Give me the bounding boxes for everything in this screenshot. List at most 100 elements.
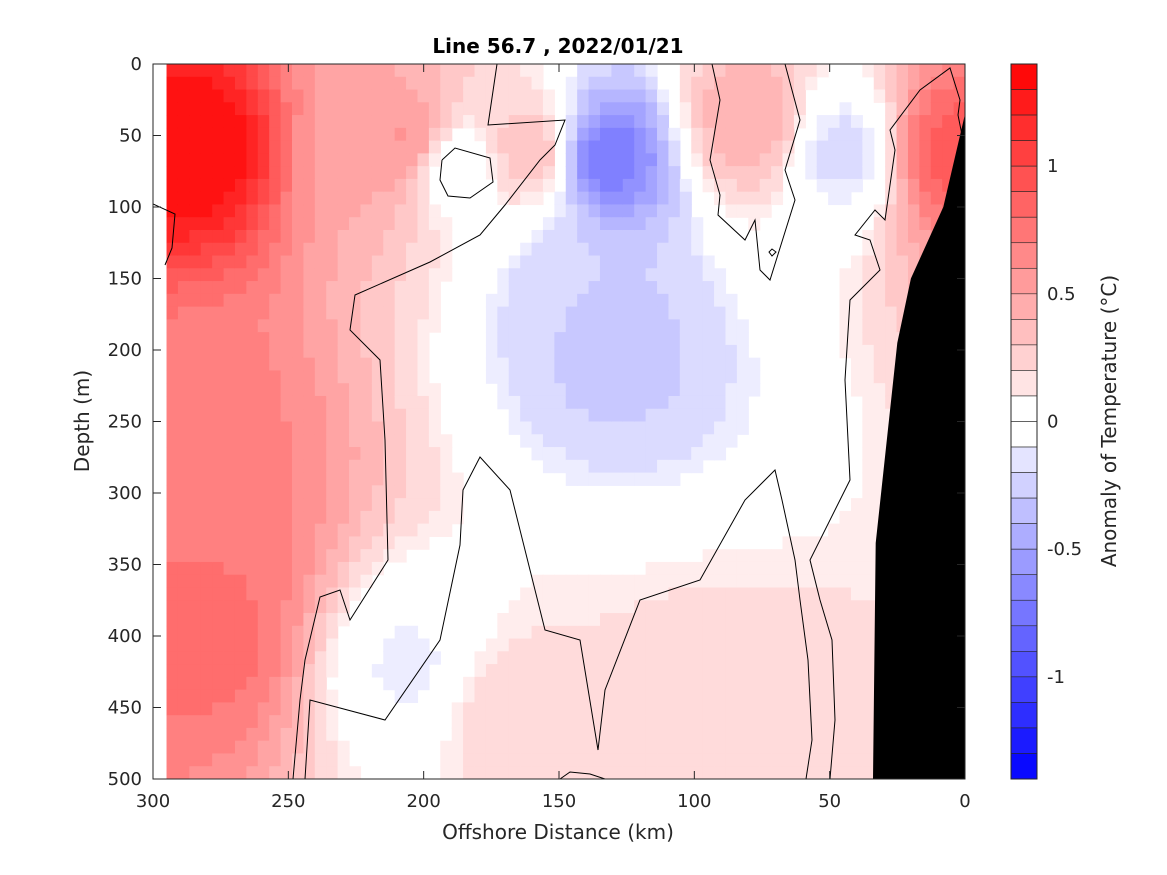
field-cell bbox=[269, 153, 282, 167]
field-cell bbox=[269, 115, 282, 129]
field-cell bbox=[805, 638, 818, 652]
colorbar-band bbox=[1010, 114, 1038, 141]
field-cell bbox=[771, 651, 784, 665]
field-cell bbox=[839, 702, 852, 716]
field-cell bbox=[428, 140, 441, 154]
field-cell bbox=[485, 140, 498, 154]
field-cell bbox=[200, 89, 213, 103]
field-cell bbox=[349, 344, 362, 359]
field-cell bbox=[212, 332, 225, 346]
field-cell bbox=[234, 651, 247, 665]
field-cell bbox=[360, 447, 373, 461]
field-cell bbox=[394, 344, 407, 359]
field-cell bbox=[782, 727, 795, 742]
field-cell bbox=[782, 676, 795, 691]
field-cell bbox=[748, 702, 761, 716]
field-cell bbox=[714, 664, 727, 678]
field-cell bbox=[234, 447, 247, 461]
field-cell bbox=[428, 281, 441, 295]
field-cell bbox=[451, 715, 464, 729]
field-cell bbox=[177, 319, 190, 333]
field-cell bbox=[599, 166, 612, 180]
field-cell bbox=[828, 549, 841, 563]
field-cell bbox=[531, 625, 544, 640]
field-cell bbox=[280, 242, 293, 257]
field-cell bbox=[520, 255, 533, 269]
field-cell bbox=[736, 395, 749, 410]
field-cell bbox=[428, 434, 441, 448]
field-cell bbox=[485, 102, 498, 116]
field-cell bbox=[645, 153, 658, 167]
field-cell bbox=[634, 344, 647, 359]
field-cell bbox=[885, 217, 898, 231]
field-cell bbox=[520, 625, 533, 640]
field-cell bbox=[862, 510, 875, 525]
field-cell bbox=[371, 523, 384, 538]
field-cell bbox=[759, 89, 772, 103]
field-cell bbox=[189, 370, 202, 384]
field-cell bbox=[269, 217, 282, 231]
field-cell bbox=[177, 510, 190, 525]
field-cell bbox=[542, 166, 555, 180]
field-cell bbox=[668, 229, 681, 244]
field-cell bbox=[269, 140, 282, 154]
field-cell bbox=[657, 153, 670, 167]
field-cell bbox=[166, 370, 179, 384]
field-cell bbox=[246, 115, 259, 129]
field-cell bbox=[303, 523, 316, 538]
field-cell bbox=[314, 625, 327, 640]
field-cell bbox=[269, 102, 282, 116]
field-cell bbox=[326, 408, 339, 423]
field-cell bbox=[622, 153, 635, 167]
field-cell bbox=[542, 255, 555, 269]
colorbar-band bbox=[1010, 421, 1038, 448]
field-cell bbox=[360, 498, 373, 512]
field-cell bbox=[930, 102, 943, 116]
field-cell bbox=[269, 472, 282, 486]
field-cell bbox=[269, 664, 282, 678]
field-cell bbox=[554, 357, 567, 372]
field-cell bbox=[303, 549, 316, 563]
field-cell bbox=[862, 638, 875, 652]
field-cell bbox=[702, 115, 715, 129]
field-cell bbox=[508, 344, 521, 359]
field-cell bbox=[634, 740, 647, 755]
field-cell bbox=[862, 447, 875, 461]
field-cell bbox=[189, 89, 202, 103]
field-cell bbox=[269, 395, 282, 410]
field-cell bbox=[793, 613, 806, 627]
field-cell bbox=[645, 447, 658, 461]
field-cell bbox=[645, 574, 658, 589]
field-cell bbox=[394, 523, 407, 538]
field-cell bbox=[531, 357, 544, 372]
field-cell bbox=[177, 421, 190, 435]
field-cell bbox=[177, 587, 190, 601]
field-cell bbox=[474, 753, 487, 767]
field-cell bbox=[200, 549, 213, 563]
field-cell bbox=[212, 459, 225, 474]
field-cell bbox=[679, 64, 692, 78]
field-cell bbox=[406, 217, 419, 231]
field-cell bbox=[816, 676, 829, 691]
field-cell bbox=[725, 178, 738, 193]
colorbar-band bbox=[1010, 702, 1038, 729]
colorbar-band bbox=[1010, 242, 1038, 269]
field-cell bbox=[759, 689, 772, 703]
field-cell bbox=[611, 472, 624, 486]
field-cell bbox=[166, 166, 179, 180]
field-cell bbox=[337, 421, 350, 435]
field-cell bbox=[246, 395, 259, 410]
field-cell bbox=[166, 447, 179, 461]
field-cell bbox=[177, 383, 190, 397]
field-cell bbox=[554, 319, 567, 333]
field-cell bbox=[531, 370, 544, 384]
field-cell bbox=[177, 613, 190, 627]
field-cell bbox=[862, 625, 875, 640]
field-cell bbox=[805, 140, 818, 154]
field-cell bbox=[679, 89, 692, 103]
field-cell bbox=[679, 268, 692, 282]
field-cell bbox=[873, 64, 886, 78]
colorbar-band bbox=[1010, 523, 1038, 550]
field-cell bbox=[862, 676, 875, 691]
field-cell bbox=[531, 306, 544, 320]
